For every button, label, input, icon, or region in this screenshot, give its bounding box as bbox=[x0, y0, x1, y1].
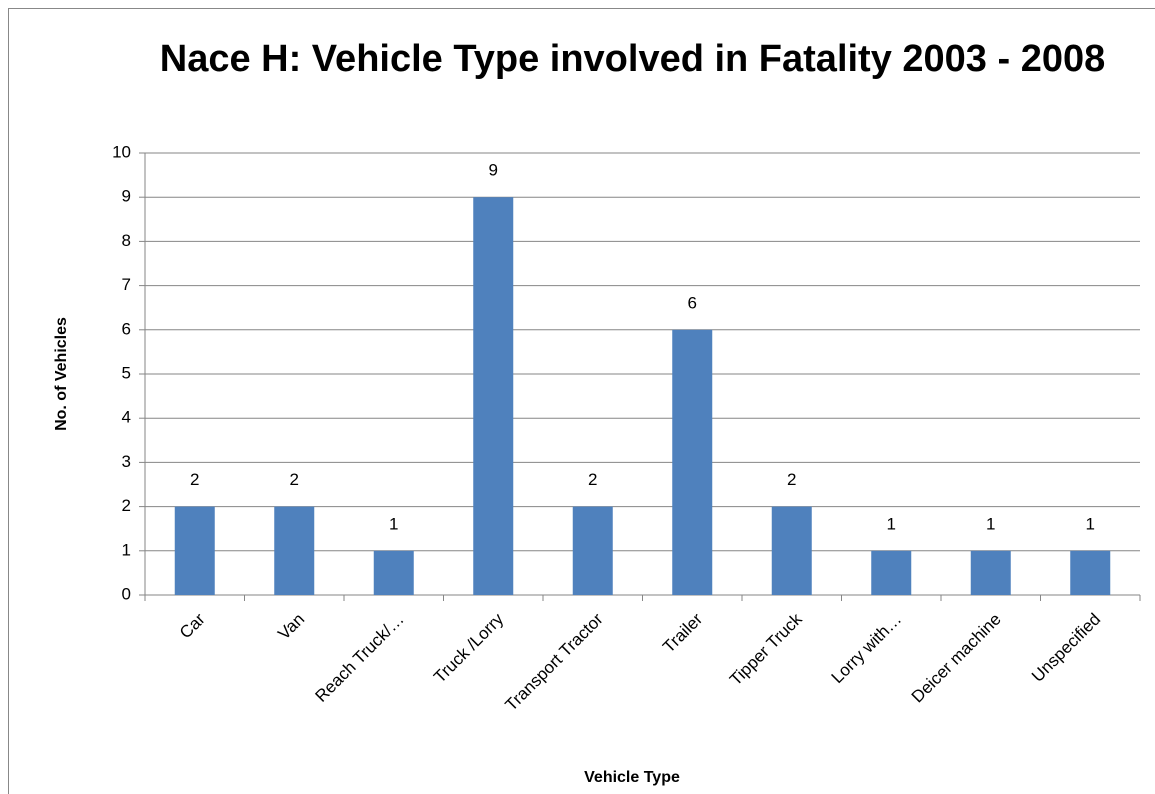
data-label: 1 bbox=[1086, 514, 1095, 533]
bar bbox=[771, 506, 812, 595]
bar bbox=[672, 329, 713, 595]
bar bbox=[572, 506, 613, 595]
x-tick-label: Trailer bbox=[659, 609, 706, 656]
x-tick-label: Lorry with… bbox=[828, 610, 906, 688]
bar bbox=[1070, 550, 1111, 595]
bar bbox=[871, 550, 912, 595]
data-label: 1 bbox=[887, 514, 896, 533]
data-label: 2 bbox=[290, 470, 299, 489]
chart-border bbox=[8, 8, 1155, 794]
x-tick-label: Reach Truck/… bbox=[311, 610, 407, 706]
y-tick-label: 1 bbox=[122, 540, 131, 559]
y-tick-label: 2 bbox=[122, 496, 131, 515]
bar bbox=[473, 197, 514, 595]
y-tick-label: 9 bbox=[122, 187, 131, 206]
x-tick-label: Truck /Lorry bbox=[430, 609, 507, 686]
bar bbox=[174, 506, 215, 595]
x-tick-label: Van bbox=[274, 610, 308, 644]
data-label: 9 bbox=[489, 161, 498, 180]
y-axis-title: No. of Vehicles bbox=[53, 317, 70, 431]
data-label: 2 bbox=[588, 470, 597, 489]
data-label: 6 bbox=[688, 293, 697, 312]
data-label: 1 bbox=[389, 514, 398, 533]
y-tick-label: 0 bbox=[122, 584, 131, 603]
x-tick-label: Deicer machine bbox=[908, 610, 1005, 707]
bar bbox=[373, 550, 414, 595]
x-axis-title: Vehicle Type bbox=[584, 769, 680, 786]
y-tick-label: 10 bbox=[112, 142, 131, 161]
y-tick-label: 8 bbox=[122, 231, 131, 250]
x-tick-label: Transport Tractor bbox=[502, 609, 607, 714]
data-label: 1 bbox=[986, 514, 995, 533]
y-tick-label: 4 bbox=[122, 408, 131, 427]
data-label: 2 bbox=[787, 470, 796, 489]
chart-title: Nace H: Vehicle Type involved in Fatalit… bbox=[159, 38, 1106, 80]
y-tick-label: 7 bbox=[122, 275, 131, 294]
bar bbox=[274, 506, 315, 595]
bar bbox=[970, 550, 1011, 595]
x-tick-label: Car bbox=[176, 609, 209, 642]
y-tick-label: 6 bbox=[122, 319, 131, 338]
y-tick-label: 5 bbox=[122, 363, 131, 382]
data-label: 2 bbox=[190, 470, 199, 489]
x-tick-label: Tipper Truck bbox=[726, 609, 806, 689]
x-tick-label: Unspecified bbox=[1028, 610, 1104, 686]
y-tick-label: 3 bbox=[122, 452, 131, 471]
